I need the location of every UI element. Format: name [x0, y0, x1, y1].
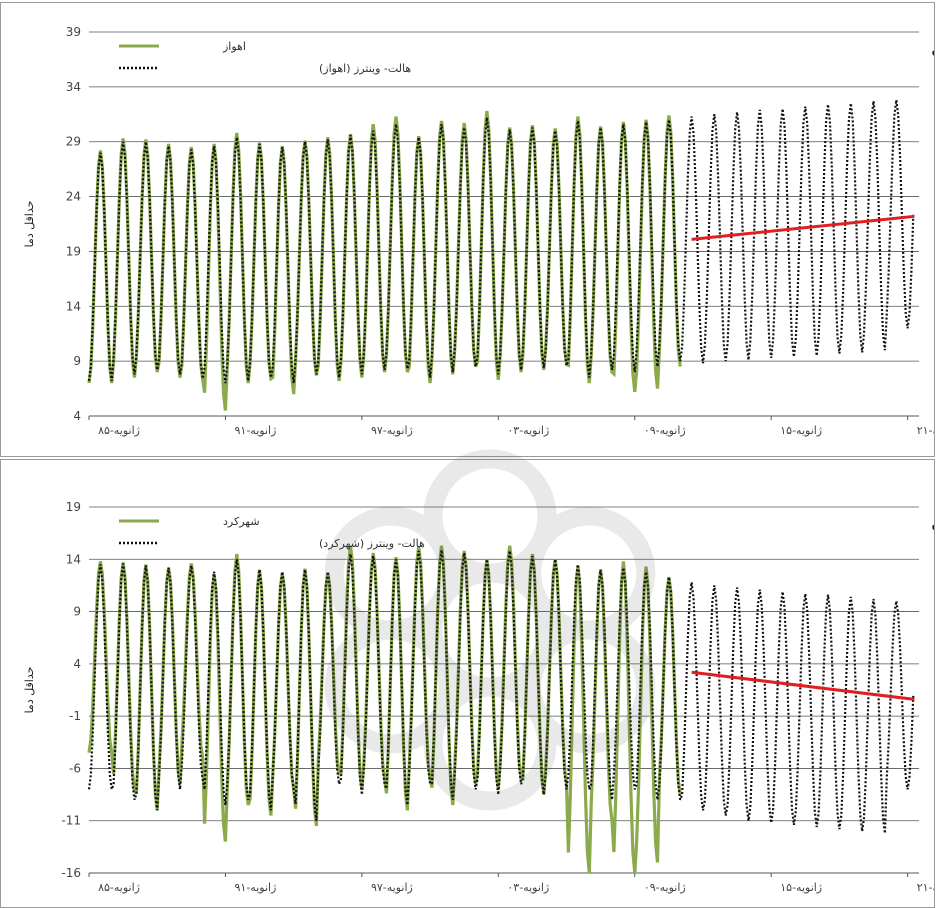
y-tick-label: 9	[73, 354, 81, 368]
y-tick-label: -6	[69, 761, 81, 775]
chart-panel-a: 4 9 14 19 24 29 34 39 ژانویه-۸۵ ژانویه-۹۱ ژانویه-۹…	[0, 2, 935, 457]
y-tick-label: 29	[66, 135, 81, 149]
x-tick-label: ژانویه-۹۱	[235, 424, 277, 437]
observed-series-line	[87, 545, 682, 874]
panel-label: الف	[931, 37, 934, 61]
y-tick-label: 9	[73, 605, 81, 619]
x-tick-label: ژانویه-۸۵	[98, 881, 140, 894]
y-tick-label: -11	[61, 814, 81, 828]
x-tick-label: ژانویه-۱۵	[780, 424, 822, 437]
chart-a-svg: 4 9 14 19 24 29 34 39 ژانویه-۸۵ ژانویه-۹۱ ژانویه-۹…	[23, 25, 934, 437]
chart-b-svg: -16 -11 -6 -1 4 9 14 19 ژانویه-۸۵ ژانویه-۹۱ ژانویه…	[23, 500, 934, 894]
x-tick-label: ژانویه-۲۱	[917, 881, 934, 894]
y-tick-label: 19	[66, 244, 81, 258]
x-tick-label: ژانویه-۹۷	[371, 881, 413, 894]
y-tick-label: -16	[61, 866, 81, 880]
x-tick-label: ژانویه-۹۷	[371, 424, 413, 437]
y-tick-label: -1	[69, 709, 81, 723]
x-tick-label: ژانویه-۰۹	[644, 424, 686, 437]
trend-line	[691, 214, 915, 241]
y-tick-label: 4	[73, 409, 81, 423]
x-tick-label: ژانویه-۰۳	[507, 881, 549, 894]
holt-winters-series-line	[87, 549, 915, 834]
y-tick-label: 39	[66, 25, 81, 39]
y-tick-label: 34	[66, 80, 81, 94]
panel-label: ب	[931, 512, 934, 536]
y-axis-label: حداقل دما	[23, 667, 36, 714]
legend-label-observed: اهواز	[222, 40, 246, 53]
y-tick-label: 14	[66, 299, 81, 313]
trend-line	[691, 670, 915, 701]
legend-label-observed: شهرکرد	[223, 515, 260, 528]
x-tick-label: ژانویه-۸۵	[98, 424, 140, 437]
x-tick-label: ژانویه-۹۱	[235, 881, 277, 894]
y-tick-label: 19	[66, 500, 81, 514]
y-tick-label: 24	[66, 190, 81, 204]
chart-panel-b: -16 -11 -6 -1 4 9 14 19 ژانویه-۸۵ ژانویه-۹۱ ژانویه…	[0, 459, 935, 908]
x-tick-label: ژانویه-۰۹	[644, 881, 686, 894]
legend-label-model: هالت- وینترز (شهرکرد)	[319, 537, 425, 550]
y-axis-label: حداقل دما	[23, 201, 36, 248]
x-tick-label: ژانویه-۲۱	[917, 424, 934, 437]
legend-label-model: هالت- وینترز (اهواز)	[319, 62, 411, 75]
y-tick-label: 14	[66, 552, 81, 566]
x-tick-label: ژانویه-۱۵	[780, 881, 822, 894]
y-tick-label: 4	[73, 657, 81, 671]
x-tick-label: ژانویه-۰۳	[507, 424, 549, 437]
